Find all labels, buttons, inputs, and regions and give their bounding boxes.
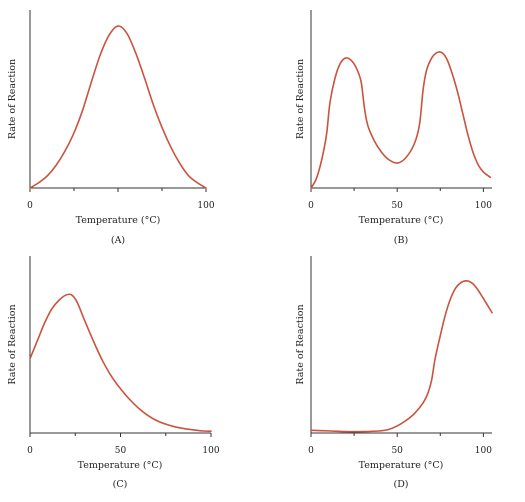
axis-lines <box>310 256 492 434</box>
y-axis-label: Rate of Reaction <box>7 304 18 384</box>
x-tick-label: 0 <box>308 201 314 211</box>
x-tick-label: 0 <box>27 201 33 211</box>
x-tick-label: 100 <box>202 446 219 456</box>
series-line <box>310 51 492 189</box>
panel-label: (B) <box>394 235 408 246</box>
panel-label: (A) <box>111 235 125 246</box>
panel-b: 0 50 100 Temperature (°C) Rate of Reaction (B… <box>295 10 492 246</box>
y-axis-label: Rate of Reaction <box>295 59 306 139</box>
axis-lines <box>29 256 211 434</box>
panel-label: (C) <box>113 479 128 490</box>
y-axis-label: Rate of Reaction <box>7 59 18 139</box>
y-axis-label: Rate of Reaction <box>295 304 306 384</box>
x-axis-label: Temperature (°C) <box>78 460 163 471</box>
x-tick-label: 100 <box>475 201 492 211</box>
x-tick-label: 100 <box>475 446 492 456</box>
panel-c: 0 50 100 Temperature (°C) Rate of Reaction (C… <box>7 256 220 490</box>
x-tick-label: 0 <box>27 446 33 456</box>
panel-label: (D) <box>393 479 408 490</box>
x-tick-label: 50 <box>115 446 127 456</box>
series-line <box>29 293 212 433</box>
axis-lines <box>29 10 206 189</box>
x-tick-label: 50 <box>391 446 403 456</box>
panel-a: 0 100 Temperature (°C) Rate of Reaction (A) <box>7 10 215 246</box>
panel-d: 0 50 100 Temperature (°C) Rate of Reaction (D… <box>295 256 493 490</box>
x-axis-label: Temperature (°C) <box>76 215 161 226</box>
x-tick-label: 0 <box>308 446 314 456</box>
x-tick-label: 50 <box>391 201 403 211</box>
x-axis-label: Temperature (°C) <box>359 460 444 471</box>
series-line <box>29 25 207 189</box>
x-axis-label: Temperature (°C) <box>359 215 444 226</box>
series-line <box>310 279 493 433</box>
x-tick-label: 100 <box>197 201 214 211</box>
